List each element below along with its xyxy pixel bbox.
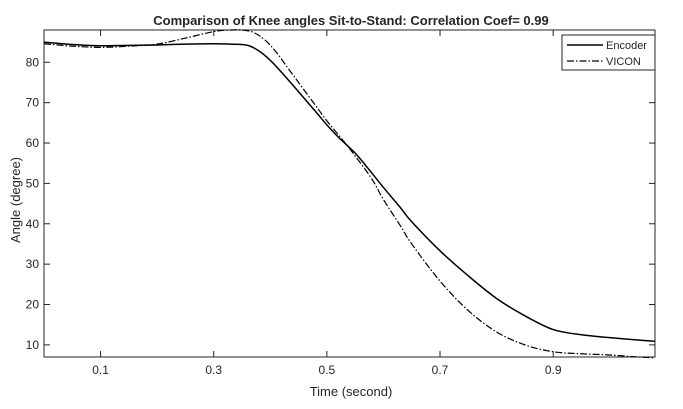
x-tick-label: 0.7 <box>432 363 449 377</box>
x-axis-label: Time (second) <box>310 384 393 399</box>
x-tick-label: 0.9 <box>545 363 562 377</box>
legend: Encoder VICON <box>561 34 656 71</box>
y-tick-label: 40 <box>26 217 40 231</box>
axes: 0.1 0.3 0.5 0.7 0.9 10 20 30 40 50 60 70 80 <box>26 30 655 377</box>
series-line-vicon <box>43 29 656 359</box>
series-layer <box>43 29 656 359</box>
legend-label-encoder: Encoder <box>606 40 647 52</box>
y-tick-label: 50 <box>26 176 40 190</box>
y-axis-label: Angle (degree) <box>8 157 23 243</box>
y-tick-label: 10 <box>26 338 40 352</box>
x-tick-label: 0.3 <box>205 363 222 377</box>
chart-title: Comparison of Knee angles Sit-to-Stand: … <box>153 13 548 28</box>
y-tick-label: 30 <box>26 257 40 271</box>
y-tick-label: 60 <box>26 136 40 150</box>
legend-label-vicon: VICON <box>606 56 641 68</box>
plot-area <box>43 29 656 358</box>
y-tick-label: 80 <box>26 55 40 69</box>
x-tick-label: 0.5 <box>319 363 336 377</box>
legend-box <box>561 34 656 71</box>
plot-frame <box>43 29 656 358</box>
x-tick-label: 0.1 <box>92 363 109 377</box>
series-line-encoder <box>43 41 656 343</box>
y-tick-label: 70 <box>26 96 40 110</box>
y-tick-label: 20 <box>26 298 40 312</box>
